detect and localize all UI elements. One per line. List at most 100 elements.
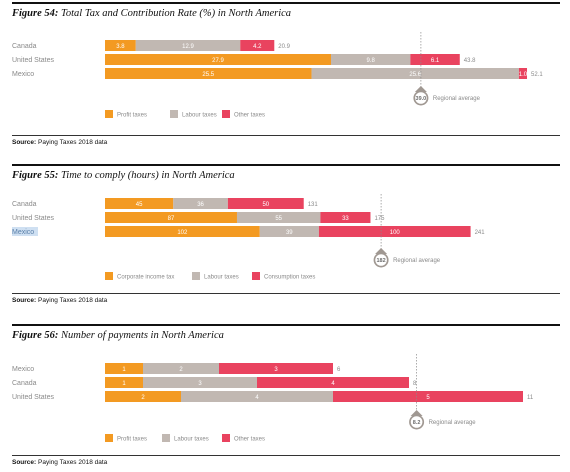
fig54-bar-segment xyxy=(330,54,411,65)
fig56-bar-segment xyxy=(105,377,143,388)
fig54-segment-label: 25.5 xyxy=(202,72,214,78)
fig54-average-marker-inner xyxy=(415,92,427,104)
fig54-legend-label: Profit taxes xyxy=(117,113,147,119)
fig55-bar-segment xyxy=(227,198,304,209)
fig55-segment-label: 100 xyxy=(390,230,401,236)
fig54-legend-swatch xyxy=(105,110,113,118)
fig55-bar-segment xyxy=(259,226,319,237)
fig56-total-label: 8 xyxy=(413,381,417,387)
figure-54-top-rule xyxy=(12,2,560,4)
fig54-total-label: 52.1 xyxy=(531,72,543,78)
fig56-bar-segment xyxy=(105,391,181,402)
fig56-segment-label: 3 xyxy=(198,381,202,387)
figure-55-top-rule xyxy=(12,164,560,166)
fig55-bar-segment xyxy=(173,198,228,209)
fig54-legend-swatch xyxy=(170,110,178,118)
fig55-segment-label: 36 xyxy=(197,202,204,208)
fig54-total-label: 20.9 xyxy=(278,44,290,50)
fig54-segment-label: 25.6 xyxy=(409,72,421,78)
figure-56-source-label: Source: xyxy=(12,459,37,466)
fig56-legend-label: Profit taxes xyxy=(117,437,147,443)
figure-56-title-text: Number of payments in North America xyxy=(61,330,224,341)
fig56-total-label: 6 xyxy=(337,367,341,373)
fig56-segment-label: 2 xyxy=(141,395,145,401)
fig54-average-label: Regional average xyxy=(433,96,481,102)
fig56-average-marker-inner xyxy=(410,416,423,428)
figure-56-title: Figure 56: Number of payments in North A… xyxy=(12,330,224,341)
fig56-average-label: Regional average xyxy=(429,420,477,426)
fig55-segment-label: 50 xyxy=(262,202,269,208)
fig54-segment-label: 4.2 xyxy=(253,44,262,50)
fig54-legend-label: Other taxes xyxy=(234,113,265,119)
fig56-legend-swatch xyxy=(162,434,170,442)
figure-56-source: Source: Paying Taxes 2018 data xyxy=(12,459,107,466)
figure-55-source: Source: Paying Taxes 2018 data xyxy=(12,297,107,304)
figure-55-source-text: Paying Taxes 2018 data xyxy=(38,297,108,304)
figure-56-top-rule xyxy=(12,324,560,326)
figure-54-number: Figure 54: xyxy=(12,8,59,19)
fig54-bar-segment xyxy=(311,68,519,79)
figure-54-title: Figure 54: Total Tax and Contribution Ra… xyxy=(12,8,291,19)
fig55-bar-segment xyxy=(105,212,237,223)
fig56-segment-label: 4 xyxy=(255,395,259,401)
fig55-legend-swatch xyxy=(252,272,260,280)
fig54-bar-segment xyxy=(410,54,460,65)
fig56-total-label: 11 xyxy=(527,395,534,401)
fig55-average-value: 182 xyxy=(377,258,386,264)
fig55-segment-label: 45 xyxy=(136,202,143,208)
fig56-bar-segment xyxy=(181,391,333,402)
fig56-average-value: 8.2 xyxy=(413,420,421,426)
figure-55-source-rule xyxy=(12,293,560,294)
fig56-bar-segment xyxy=(143,377,257,388)
fig56-bar-segment xyxy=(143,363,219,374)
fig54-segment-label: 9.8 xyxy=(367,58,376,64)
figure-55-chart: Canada 45 36 50 131 United States 87 55 33 175 Mex… xyxy=(12,194,485,281)
fig54-average-value: 39.0 xyxy=(416,96,427,102)
fig55-average-marker-inner xyxy=(375,254,387,266)
fig55-segment-label: 33 xyxy=(342,216,349,222)
fig54-total-label: 43.8 xyxy=(464,58,476,64)
fig55-bar-segment xyxy=(318,226,471,237)
fig55-bar-segment xyxy=(105,198,174,209)
figure-54-source-rule xyxy=(12,135,560,136)
fig55-segment-label: 39 xyxy=(286,230,293,236)
fig54-segment-label: 27.9 xyxy=(212,58,224,64)
fig55-category-highlight xyxy=(12,227,38,236)
fig54-legend-label: Labour taxes xyxy=(182,113,217,119)
figure-54-source-text: Paying Taxes 2018 data xyxy=(38,139,108,146)
fig56-legend-label: Labour taxes xyxy=(174,437,209,443)
fig56-legend-swatch xyxy=(105,434,113,442)
fig55-legend-label: Consumption taxes xyxy=(264,275,315,281)
fig54-category-label: Mexico xyxy=(12,71,34,78)
fig54-legend-swatch xyxy=(222,110,230,118)
fig55-legend-label: Corporate income tax xyxy=(117,275,174,281)
fig55-category-label: Mexico xyxy=(12,229,34,236)
figure-56-source-rule xyxy=(12,455,560,456)
fig55-bar-segment xyxy=(236,212,321,223)
fig56-segment-label: 4 xyxy=(331,381,335,387)
fig55-segment-label: 102 xyxy=(177,230,188,236)
fig54-segment-label: 6.1 xyxy=(431,58,440,64)
fig54-bar-segment xyxy=(105,54,331,65)
fig56-segment-label: 1 xyxy=(122,367,126,373)
figure-56-number: Figure 56: xyxy=(12,330,59,341)
fig56-bar-segment xyxy=(257,377,409,388)
fig56-legend-label: Other taxes xyxy=(234,437,265,443)
figure-55-title: Figure 55: Time to comply (hours) in Nor… xyxy=(12,170,235,181)
figure-55-title-text: Time to comply (hours) in North America xyxy=(61,170,235,181)
figure-54-source-label: Source: xyxy=(12,139,37,146)
fig55-total-label: 131 xyxy=(308,202,319,208)
figure-54-title-text: Total Tax and Contribution Rate (%) in N… xyxy=(61,8,292,19)
fig54-category-label: United States xyxy=(12,57,55,64)
figure-55-number: Figure 55: xyxy=(12,170,59,181)
fig56-segment-label: 1 xyxy=(122,381,126,387)
fig56-segment-label: 3 xyxy=(274,367,278,373)
fig55-legend-label: Labour taxes xyxy=(204,275,239,281)
fig55-category-label: United States xyxy=(12,215,55,222)
fig56-segment-label: 2 xyxy=(179,367,183,373)
fig56-bar-segment xyxy=(105,363,143,374)
fig54-average-marker-tip xyxy=(414,86,427,92)
fig55-legend-swatch xyxy=(192,272,200,280)
figure-54-source: Source: Paying Taxes 2018 data xyxy=(12,139,107,146)
